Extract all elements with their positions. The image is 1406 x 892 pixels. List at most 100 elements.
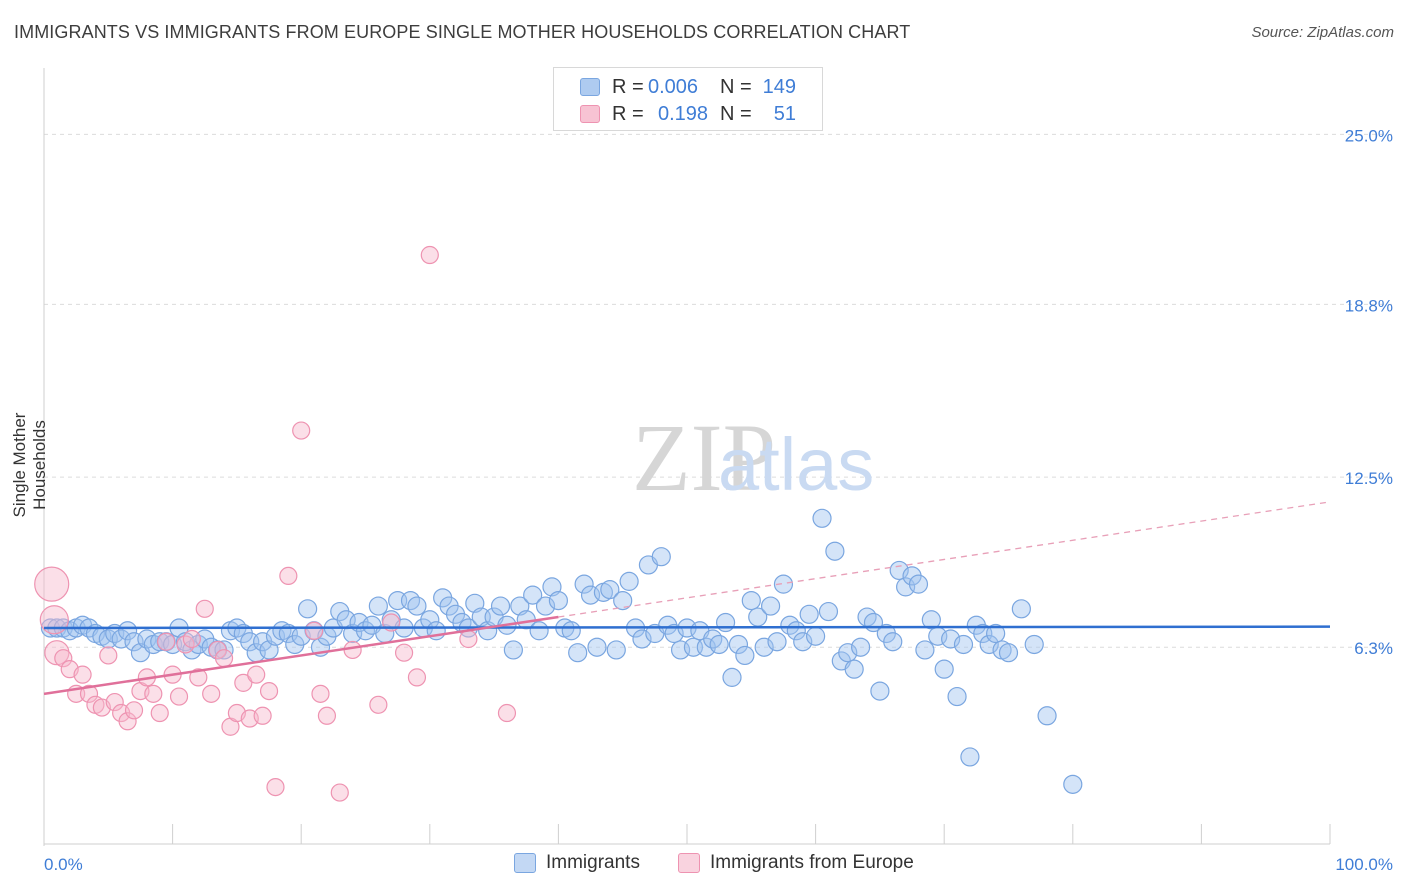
immigrants-point bbox=[735, 645, 755, 666]
y-tick-labels: 6.3% 12.5% 18.8% 25.0% bbox=[1345, 126, 1393, 658]
immigrants-point bbox=[986, 623, 1006, 644]
europe-point bbox=[169, 687, 189, 706]
europe-point bbox=[407, 668, 427, 687]
immigrants-point bbox=[1011, 599, 1031, 619]
x-tick-labels: 0.0% 100.0% bbox=[44, 855, 1393, 874]
europe-point bbox=[202, 684, 221, 703]
immigrants-point bbox=[799, 604, 819, 624]
immigrants-point bbox=[741, 590, 761, 611]
axes bbox=[43, 68, 1331, 846]
europe-point bbox=[330, 783, 349, 802]
legend-n-label: N = bbox=[720, 75, 752, 98]
legend-r-value: 0.006 bbox=[648, 75, 699, 98]
europe-point bbox=[214, 649, 234, 668]
immigrants-point bbox=[619, 571, 639, 591]
legend-swatch-blue bbox=[514, 853, 536, 873]
immigrants-point bbox=[825, 541, 845, 561]
legend-label: Immigrants from Europe bbox=[710, 852, 914, 873]
europe-points bbox=[34, 245, 517, 802]
europe-point bbox=[420, 245, 439, 265]
europe-point bbox=[54, 649, 73, 668]
europe-point bbox=[182, 629, 201, 649]
immigrants-point bbox=[600, 580, 620, 600]
immigrants-point bbox=[548, 590, 569, 611]
immigrants-point bbox=[760, 596, 781, 616]
europe-point bbox=[99, 646, 118, 665]
y-tick-label: 18.8% bbox=[1345, 296, 1393, 315]
europe-point bbox=[459, 629, 478, 649]
legend-n-value: 149 bbox=[762, 75, 796, 98]
europe-point bbox=[292, 421, 311, 440]
europe-trend-line bbox=[43, 615, 559, 696]
immigrants-point bbox=[613, 590, 633, 611]
correlation-legend: R = 0.006 N = 149 R = 0.198 N = 51 bbox=[553, 67, 823, 131]
immigrants-point bbox=[908, 574, 929, 594]
legend-row-europe: R = 0.198 N = 51 bbox=[580, 102, 796, 126]
y-axis-label: Single Mother Households bbox=[10, 412, 49, 518]
immigrants-point bbox=[998, 643, 1019, 663]
immigrants-point bbox=[851, 637, 871, 657]
immigrants-point bbox=[883, 632, 903, 652]
europe-point bbox=[189, 668, 208, 687]
europe-point bbox=[247, 665, 266, 684]
series-legend: Immigrants Immigrants from Europe bbox=[0, 852, 1406, 878]
europe-point bbox=[34, 566, 70, 602]
europe-point bbox=[144, 684, 163, 703]
immigrants-point bbox=[651, 547, 671, 567]
chart-title: IMMIGRANTS VS IMMIGRANTS FROM EUROPE SIN… bbox=[14, 22, 911, 42]
immigrants-point bbox=[587, 637, 607, 657]
legend-r-value: 0.198 bbox=[658, 102, 709, 125]
watermark-zip: ZIP bbox=[632, 404, 776, 511]
immigrants-point bbox=[870, 681, 890, 701]
europe-trend-extension bbox=[558, 501, 1331, 618]
immigrants-point bbox=[606, 640, 626, 660]
legend-n-label: N = bbox=[720, 102, 752, 125]
trend-lines bbox=[43, 501, 1331, 696]
legend-r-label: R = bbox=[612, 102, 644, 125]
immigrants-point bbox=[574, 574, 594, 594]
europe-point bbox=[279, 566, 298, 586]
legend-swatch-pink bbox=[678, 853, 700, 873]
europe-point bbox=[73, 665, 92, 684]
legend-row-immigrants: R = 0.006 N = 149 bbox=[580, 75, 796, 99]
immigrants-point bbox=[490, 596, 511, 616]
immigrants-point bbox=[960, 747, 980, 767]
immigrants-point bbox=[947, 686, 967, 707]
watermark: ZIP atlas bbox=[632, 404, 874, 511]
europe-point bbox=[124, 701, 144, 720]
europe-point bbox=[259, 681, 279, 701]
y-tick-label: 6.3% bbox=[1354, 639, 1393, 658]
immigrants-point bbox=[1037, 706, 1057, 726]
y-tick-label: 12.5% bbox=[1345, 469, 1393, 488]
immigrants-point bbox=[805, 626, 826, 646]
legend-item-europe[interactable]: Immigrants from Europe bbox=[678, 852, 914, 874]
immigrants-point bbox=[298, 599, 318, 619]
europe-point bbox=[266, 777, 285, 797]
immigrants-point bbox=[715, 612, 736, 633]
immigrants-point bbox=[767, 632, 787, 652]
europe-point bbox=[157, 632, 176, 651]
immigrants-point bbox=[368, 596, 388, 616]
immigrants-point bbox=[529, 621, 549, 641]
immigrants-point bbox=[953, 634, 974, 655]
immigrants-point bbox=[709, 634, 729, 655]
immigrants-point bbox=[921, 610, 941, 630]
immigrants-trend-line bbox=[43, 625, 1331, 630]
legend-swatch-pink bbox=[580, 105, 600, 123]
immigrants-point bbox=[728, 634, 749, 655]
gridlines bbox=[44, 133, 1395, 648]
source-label: Source: ZipAtlas.com bbox=[1251, 24, 1394, 41]
legend-n-value: 51 bbox=[773, 102, 796, 125]
europe-point bbox=[369, 695, 388, 714]
immigrants-point bbox=[844, 659, 864, 679]
europe-point bbox=[343, 640, 362, 660]
immigrants-points bbox=[40, 508, 1083, 794]
immigrants-point bbox=[722, 667, 742, 687]
legend-item-immigrants[interactable]: Immigrants bbox=[514, 852, 640, 874]
europe-point bbox=[253, 706, 272, 725]
legend-r-label: R = bbox=[612, 75, 644, 98]
immigrants-point bbox=[773, 574, 794, 594]
immigrants-point bbox=[117, 621, 138, 641]
watermark-atlas: atlas bbox=[718, 423, 874, 506]
